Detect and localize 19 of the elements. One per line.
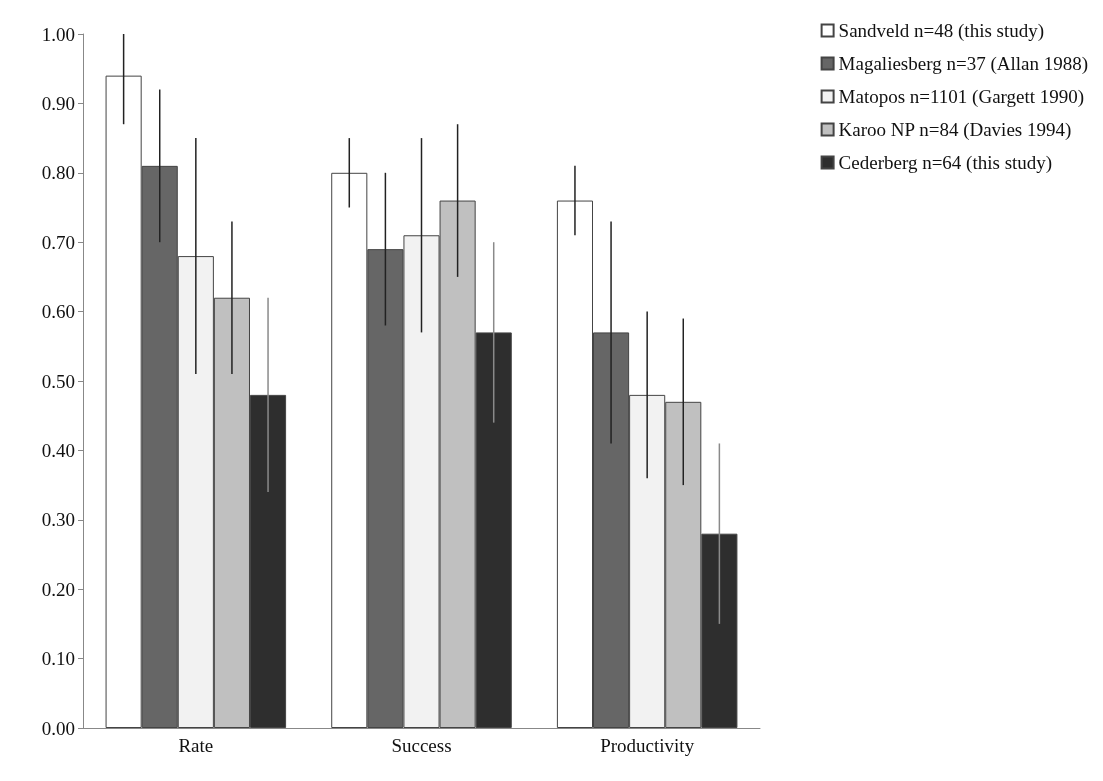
y-tick-label: 0.30: [41, 509, 75, 531]
legend-label: Matopos n=1101 (Gargett 1990): [838, 86, 1085, 108]
y-tick-label: 0.70: [41, 231, 75, 253]
y-tick-label: 0.50: [41, 370, 75, 392]
legend-label: Magaliesberg n=37 (Allan 1988): [838, 53, 1089, 75]
y-tick-label: 0.00: [41, 717, 75, 739]
legend-label: Sandveld n=48 (this study): [838, 20, 1045, 42]
y-tick-label: 0.20: [41, 578, 75, 600]
legend-label: Cederberg n=64 (this study): [838, 152, 1053, 174]
x-tick-label: Productivity: [600, 735, 695, 756]
y-tick-label: 0.40: [41, 439, 75, 461]
y-tick-label: 1.00: [41, 23, 75, 45]
x-tick-label: Success: [391, 735, 452, 756]
y-tick-label: 0.60: [41, 301, 75, 323]
x-tick-label: Rate: [178, 735, 214, 756]
y-tick-label: 0.10: [41, 648, 75, 670]
legend-label: Karoo NP n=84 (Davies 1994): [838, 119, 1072, 141]
y-tick-label: 0.90: [41, 92, 75, 114]
y-tick-label: 0.80: [41, 162, 75, 184]
